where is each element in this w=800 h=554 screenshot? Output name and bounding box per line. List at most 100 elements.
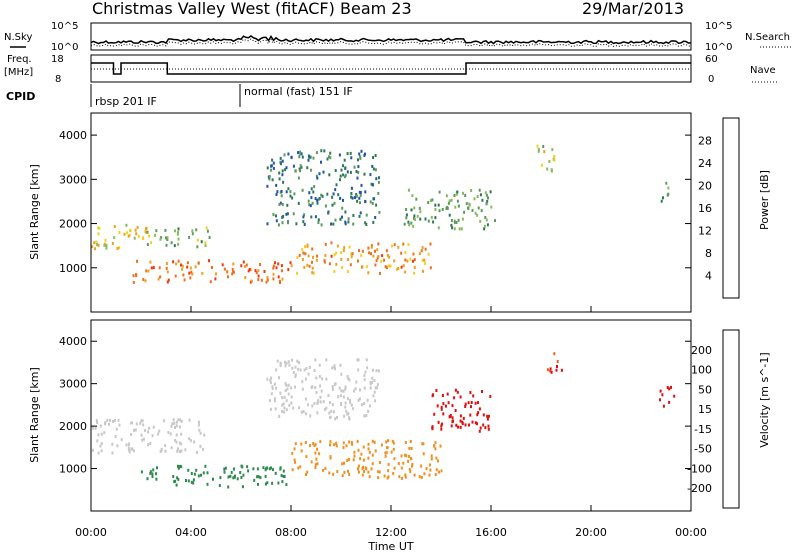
echo-cell (139, 421, 142, 425)
echo-cell (274, 471, 277, 475)
echo-cell (359, 193, 362, 197)
echo-cell (157, 432, 160, 436)
colorbar-tick-label: 8 (705, 247, 712, 260)
echo-cell (470, 405, 472, 409)
echo-cell (199, 431, 202, 435)
echo-cell (223, 470, 226, 474)
echo-cell (100, 432, 103, 436)
echo-cell (178, 441, 181, 445)
echo-cell (273, 382, 276, 386)
echo-cell (164, 228, 167, 232)
echo-cell (302, 251, 305, 255)
echo-cell (272, 264, 275, 268)
echo-cell (270, 168, 273, 172)
echo-cell (140, 470, 143, 474)
echo-cell (380, 259, 383, 263)
noise-right-tick-bottom: 10^0 (705, 42, 732, 53)
echo-cell (469, 391, 472, 394)
echo-cell (458, 227, 461, 231)
echo-cell (350, 156, 353, 160)
echo-cell (310, 215, 313, 219)
echo-cell (316, 447, 319, 451)
echo-cell (453, 220, 456, 224)
echo-cell (178, 450, 181, 454)
echo-cell (266, 481, 269, 485)
echo-cell (360, 149, 363, 153)
echo-cell (404, 258, 407, 262)
echo-cell (329, 443, 331, 447)
echo-cell (192, 478, 195, 482)
echo-cell (114, 434, 117, 438)
echo-cell (360, 403, 363, 407)
echo-cell (451, 226, 454, 230)
colorbar-tick-label: -15 (694, 423, 712, 436)
echo-cell (434, 447, 437, 451)
echo-cell (347, 270, 350, 274)
noise-left-label: N.Sky (4, 32, 32, 43)
echo-cell (377, 369, 380, 373)
echo-cell (448, 213, 451, 217)
echo-cell (150, 241, 153, 245)
echo-cell (486, 414, 489, 418)
echo-cell (270, 466, 272, 470)
echo-cell (166, 236, 169, 240)
echo-cell (273, 399, 276, 403)
echo-cell (108, 422, 110, 426)
echo-cell (289, 261, 292, 265)
echo-cell (372, 167, 375, 171)
echo-cell (463, 210, 466, 214)
echo-cell (208, 236, 211, 239)
echo-cell (340, 372, 343, 376)
echo-cell (313, 401, 316, 405)
echo-cell (337, 395, 340, 399)
echo-cell (175, 262, 178, 266)
echo-cell (245, 263, 248, 267)
echo-cell (186, 261, 189, 265)
echo-cell (310, 196, 313, 200)
echo-cell (372, 156, 375, 159)
echo-cell (450, 198, 453, 202)
echo-cell (255, 271, 258, 275)
echo-cell (445, 194, 448, 198)
x-tick-label: 08:00 (275, 526, 307, 539)
echo-cell (365, 213, 368, 217)
echo-cell (359, 211, 362, 215)
echo-cell (430, 215, 433, 219)
echo-cell (158, 429, 161, 433)
echo-cell (457, 204, 460, 208)
echo-cell (182, 273, 185, 277)
echo-cell (174, 438, 177, 442)
echo-cell (350, 403, 353, 407)
echo-cell (542, 145, 545, 148)
echo-cell (345, 409, 348, 413)
noise-left-tick-top: 10^5 (51, 21, 78, 32)
echo-cell (193, 440, 196, 444)
echo-cell (272, 266, 275, 270)
echo-cell (337, 193, 340, 197)
echo-cell (170, 241, 173, 245)
echo-cell (367, 447, 370, 451)
echo-cell (367, 246, 370, 250)
echo-cell (357, 165, 360, 169)
echo-cell (320, 160, 322, 164)
echo-cell (288, 403, 291, 407)
echo-cell (241, 465, 244, 469)
echo-cell (240, 264, 243, 268)
echo-cell (293, 192, 296, 196)
echo-cell (180, 465, 183, 469)
echo-cell (275, 183, 278, 187)
echo-cell (332, 472, 335, 476)
echo-cell (437, 203, 440, 207)
echo-cell (359, 155, 362, 159)
echo-cell (164, 449, 167, 453)
echo-cell (371, 462, 374, 466)
echo-cell (410, 221, 413, 225)
echo-cell (487, 424, 490, 428)
echo-cell (484, 216, 487, 219)
echo-cell (197, 261, 200, 265)
echo-cell (275, 266, 278, 270)
echo-cell (329, 151, 332, 155)
echo-cell (377, 180, 380, 184)
echo-cell (125, 223, 128, 227)
echo-cell (377, 242, 380, 246)
